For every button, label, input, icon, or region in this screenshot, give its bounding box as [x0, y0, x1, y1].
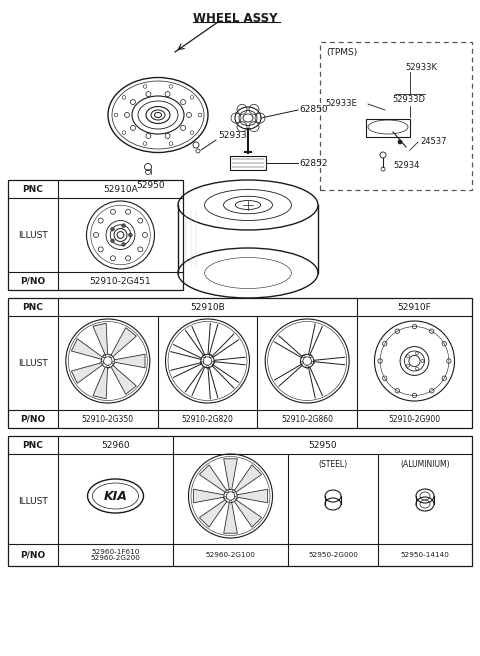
Bar	[8, 298, 472, 428]
Text: 52910B: 52910B	[190, 302, 225, 312]
Polygon shape	[193, 489, 224, 502]
Text: 52910-2G350: 52910-2G350	[82, 415, 134, 424]
Circle shape	[122, 243, 125, 246]
Polygon shape	[224, 459, 237, 489]
Bar	[320, 42, 472, 190]
Bar	[366, 119, 410, 137]
Polygon shape	[111, 365, 136, 394]
Text: 62850: 62850	[299, 106, 328, 115]
Text: 24537: 24537	[420, 138, 446, 146]
Text: PNC: PNC	[23, 440, 43, 449]
Text: 52933K: 52933K	[405, 62, 437, 72]
Polygon shape	[199, 500, 227, 527]
Circle shape	[129, 233, 132, 237]
Text: (TPMS): (TPMS)	[326, 47, 357, 56]
Text: 52960-2G100: 52960-2G100	[205, 552, 255, 558]
Circle shape	[122, 224, 125, 228]
Text: ILLUST: ILLUST	[18, 358, 48, 367]
Text: 52910-2G820: 52910-2G820	[181, 415, 233, 424]
Text: 52910-2G900: 52910-2G900	[388, 415, 441, 424]
Text: 52933D: 52933D	[392, 96, 425, 104]
Circle shape	[398, 140, 402, 144]
Text: KIA: KIA	[104, 489, 127, 502]
Text: 52933: 52933	[218, 131, 247, 140]
Text: 52960: 52960	[101, 440, 130, 449]
Text: WHEEL ASSY: WHEEL ASSY	[193, 12, 277, 24]
Polygon shape	[93, 323, 108, 355]
Text: 62852: 62852	[299, 159, 327, 167]
Circle shape	[111, 239, 114, 243]
Polygon shape	[224, 502, 237, 533]
Text: 52950-14140: 52950-14140	[401, 552, 449, 558]
Text: (ALUMINIUM): (ALUMINIUM)	[400, 459, 450, 468]
Text: 52910A: 52910A	[103, 184, 138, 194]
Text: (STEEL): (STEEL)	[318, 459, 348, 468]
Text: 52933E: 52933E	[325, 100, 357, 108]
Polygon shape	[93, 367, 108, 399]
Bar	[8, 180, 183, 290]
Text: 52950: 52950	[136, 180, 165, 190]
Polygon shape	[72, 363, 102, 383]
Text: 52950: 52950	[308, 440, 337, 449]
Text: PNC: PNC	[23, 184, 43, 194]
Text: PNC: PNC	[23, 302, 43, 312]
Text: ILLUST: ILLUST	[18, 230, 48, 239]
Text: P/NO: P/NO	[20, 415, 46, 424]
Bar	[230, 156, 266, 170]
Polygon shape	[234, 500, 262, 527]
Polygon shape	[237, 489, 268, 502]
Text: P/NO: P/NO	[20, 276, 46, 285]
Text: 52934: 52934	[393, 161, 420, 169]
Text: ILLUST: ILLUST	[18, 497, 48, 506]
Polygon shape	[111, 328, 136, 357]
Text: 52910-2G451: 52910-2G451	[90, 276, 151, 285]
Text: 52910-2G860: 52910-2G860	[281, 415, 333, 424]
Polygon shape	[234, 465, 262, 492]
Text: 52960-1F610
52960-2G200: 52960-1F610 52960-2G200	[91, 548, 141, 562]
Circle shape	[111, 228, 114, 231]
Polygon shape	[72, 338, 102, 359]
Text: 52910F: 52910F	[397, 302, 432, 312]
Text: P/NO: P/NO	[20, 550, 46, 560]
Text: 52950-2G000: 52950-2G000	[308, 552, 358, 558]
Bar	[8, 436, 472, 566]
Polygon shape	[199, 465, 227, 492]
Polygon shape	[114, 354, 145, 368]
